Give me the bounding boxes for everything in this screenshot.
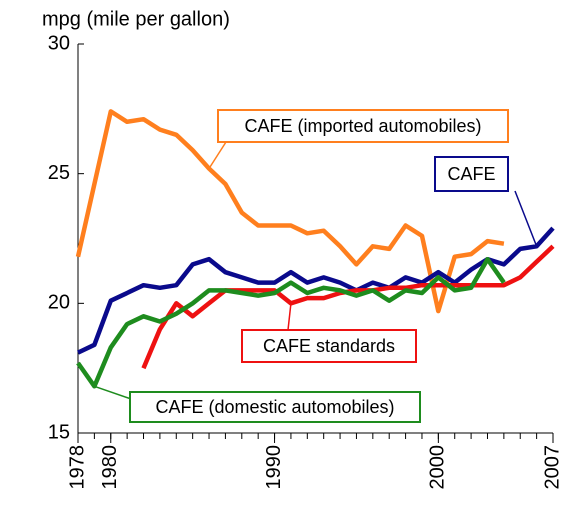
x-tick-label: 1990	[263, 445, 285, 490]
y-tick-label: 30	[48, 32, 70, 54]
callout-leader	[208, 141, 227, 169]
y-tick-label: 15	[48, 421, 70, 443]
legend-box	[217, 109, 509, 143]
x-tick-label: 2000	[427, 445, 449, 490]
legend-label: CAFE standards	[263, 336, 395, 356]
x-tick-label: 1980	[99, 445, 121, 490]
y-tick-label: 25	[48, 162, 70, 184]
legend-box	[241, 329, 417, 363]
x-tick-label: 1978	[66, 445, 88, 490]
legend-label: CAFE	[447, 164, 495, 184]
callout-leader	[514, 190, 538, 247]
callout-leader	[287, 303, 292, 331]
legend-label: CAFE (imported automobiles)	[244, 116, 481, 136]
series-line	[77, 226, 555, 355]
callout-leader	[94, 385, 135, 401]
y-axis-label: mpg (mile per gallon)	[42, 8, 230, 30]
y-tick-label: 20	[48, 292, 70, 314]
legend-label: CAFE (domestic automobiles)	[155, 397, 394, 417]
series-line	[76, 256, 506, 389]
x-tick-label: 2007	[541, 445, 563, 490]
legend-box	[129, 391, 421, 423]
legend-box	[434, 156, 509, 192]
